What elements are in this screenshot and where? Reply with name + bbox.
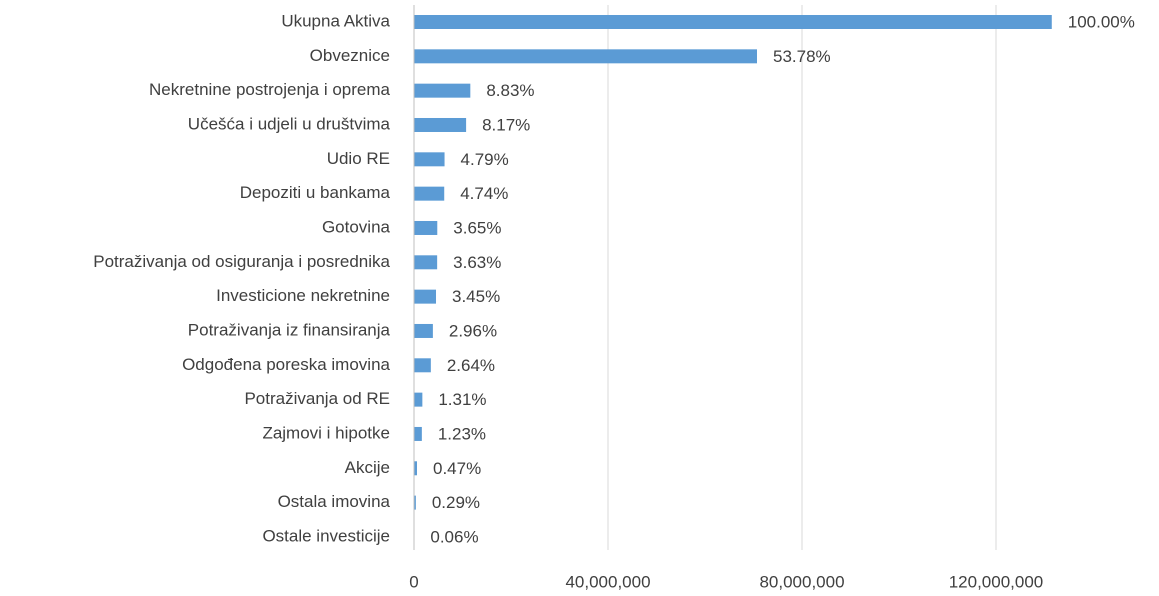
x-tick-label: 0 xyxy=(409,572,418,591)
y-tick-label: Ostale investicije xyxy=(262,526,390,545)
value-label: 0.29% xyxy=(432,493,480,512)
bar xyxy=(414,426,422,441)
bar xyxy=(414,220,438,235)
y-tick-label: Nekretnine postrojenja i oprema xyxy=(149,80,391,99)
value-label: 4.79% xyxy=(461,150,509,169)
y-tick-label: Investicione nekretnine xyxy=(216,286,390,305)
value-label: 4.74% xyxy=(460,184,508,203)
value-label: 8.17% xyxy=(482,115,530,134)
value-label: 2.64% xyxy=(447,356,495,375)
value-label: 53.78% xyxy=(773,47,831,66)
y-tick-label: Potraživanja od osiguranja i posrednika xyxy=(93,252,390,271)
y-tick-label: Obveznice xyxy=(310,46,390,65)
x-tick-label: 40,000,000 xyxy=(565,572,650,591)
value-label: 1.31% xyxy=(438,390,486,409)
bar xyxy=(414,289,437,304)
bar xyxy=(414,461,417,476)
y-tick-label: Potraživanja iz finansiranja xyxy=(188,320,391,339)
value-label: 2.96% xyxy=(449,321,497,340)
y-tick-label: Učešća i udjeli u društvima xyxy=(188,114,391,133)
y-tick-label: Depoziti u bankama xyxy=(240,183,391,202)
bar xyxy=(414,255,438,270)
value-label: 3.45% xyxy=(452,287,500,306)
bar xyxy=(414,15,1052,29)
y-tick-label: Zajmovi i hipotke xyxy=(262,423,390,442)
x-tick-label: 80,000,000 xyxy=(759,572,844,591)
bar xyxy=(414,117,467,132)
bar xyxy=(414,83,471,98)
value-label: 3.65% xyxy=(453,218,501,237)
y-tick-label: Potraživanja od RE xyxy=(244,389,390,408)
bar xyxy=(414,186,445,201)
value-label: 1.23% xyxy=(438,424,486,443)
y-tick-label: Ukupna Aktiva xyxy=(281,11,390,30)
bar xyxy=(414,323,433,338)
y-tick-label: Gotovina xyxy=(322,217,391,236)
bar xyxy=(414,358,431,373)
bar xyxy=(414,49,757,64)
y-tick-label: Odgođena poreska imovina xyxy=(182,355,390,374)
bar xyxy=(414,495,416,510)
value-label: 3.63% xyxy=(453,253,501,272)
x-tick-label: 120,000,000 xyxy=(949,572,1044,591)
y-tick-label: Ostala imovina xyxy=(278,492,391,511)
value-label: 100.00% xyxy=(1068,12,1135,31)
y-tick-label: Akcije xyxy=(345,458,390,477)
bar xyxy=(414,152,445,167)
value-label: 0.06% xyxy=(430,527,478,546)
y-tick-label: Udio RE xyxy=(327,149,390,168)
bar xyxy=(414,392,423,407)
value-label: 8.83% xyxy=(486,81,534,100)
value-label: 0.47% xyxy=(433,459,481,478)
